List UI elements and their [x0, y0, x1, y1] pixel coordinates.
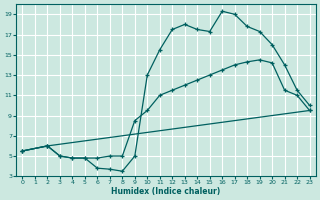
X-axis label: Humidex (Indice chaleur): Humidex (Indice chaleur)	[111, 187, 221, 196]
